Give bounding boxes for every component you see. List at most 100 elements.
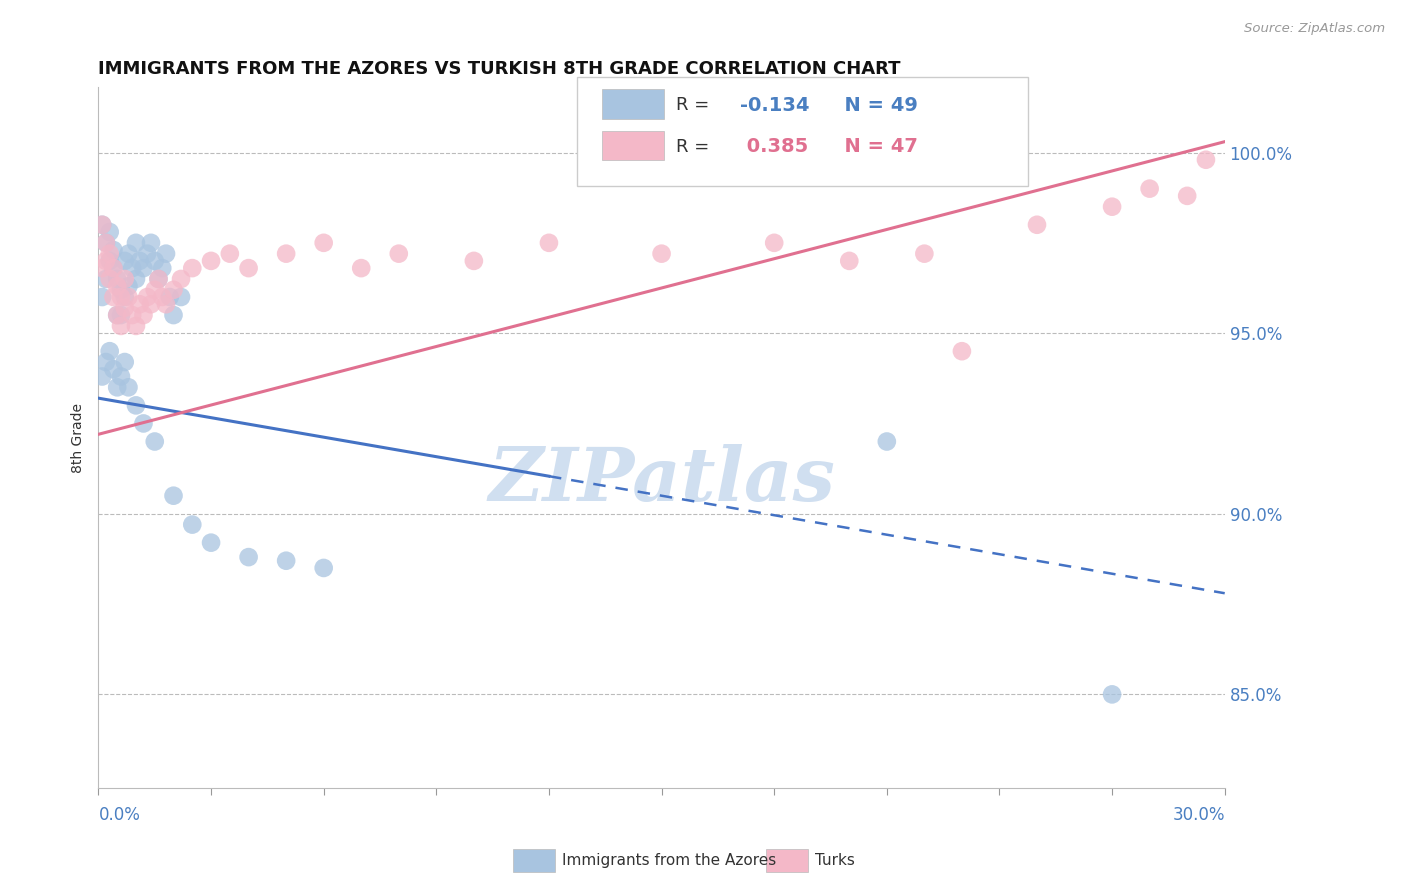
Point bbox=[125, 398, 148, 412]
Point bbox=[125, 272, 148, 286]
Point bbox=[91, 218, 114, 232]
Point bbox=[105, 279, 128, 293]
Point bbox=[200, 535, 222, 549]
Point bbox=[94, 235, 117, 250]
Text: R =: R = bbox=[676, 96, 716, 114]
FancyBboxPatch shape bbox=[576, 77, 1028, 186]
Point bbox=[162, 283, 184, 297]
Point bbox=[150, 261, 173, 276]
Point bbox=[312, 561, 335, 575]
Point bbox=[98, 344, 121, 359]
Point bbox=[1175, 189, 1198, 203]
Point bbox=[155, 246, 177, 260]
Text: N = 49: N = 49 bbox=[831, 95, 917, 115]
Point bbox=[238, 550, 260, 565]
Point bbox=[238, 261, 260, 276]
Point bbox=[114, 290, 136, 304]
Point bbox=[912, 246, 935, 260]
Y-axis label: 8th Grade: 8th Grade bbox=[72, 403, 86, 473]
FancyBboxPatch shape bbox=[602, 89, 664, 119]
Point bbox=[94, 235, 117, 250]
Point bbox=[94, 253, 117, 268]
Point bbox=[91, 261, 114, 276]
Point bbox=[117, 380, 139, 394]
Point bbox=[98, 272, 121, 286]
Text: ZIPatlas: ZIPatlas bbox=[488, 443, 835, 516]
Point bbox=[114, 272, 136, 286]
Point bbox=[950, 344, 973, 359]
Text: 0.385: 0.385 bbox=[741, 137, 808, 156]
Point bbox=[94, 355, 117, 369]
Point bbox=[125, 235, 148, 250]
Point bbox=[132, 417, 155, 431]
Point bbox=[388, 246, 411, 260]
Point bbox=[876, 434, 898, 449]
Point bbox=[105, 380, 128, 394]
Point bbox=[276, 554, 298, 568]
Point bbox=[139, 235, 162, 250]
Point bbox=[103, 261, 125, 276]
Point bbox=[105, 308, 128, 322]
Text: Immigrants from the Azores: Immigrants from the Azores bbox=[562, 854, 776, 868]
Point bbox=[1101, 200, 1123, 214]
Text: 30.0%: 30.0% bbox=[1173, 805, 1225, 824]
Point bbox=[98, 246, 121, 260]
Point bbox=[94, 272, 117, 286]
Point bbox=[110, 290, 132, 304]
Point bbox=[463, 253, 485, 268]
Point bbox=[103, 290, 125, 304]
Point bbox=[98, 225, 121, 239]
Point bbox=[148, 272, 170, 286]
Point bbox=[114, 301, 136, 315]
Point bbox=[91, 218, 114, 232]
Point bbox=[121, 261, 143, 276]
Point bbox=[312, 235, 335, 250]
Point bbox=[128, 297, 150, 311]
Point bbox=[181, 261, 204, 276]
Point bbox=[110, 369, 132, 384]
Point bbox=[143, 434, 166, 449]
Point bbox=[1139, 181, 1161, 195]
Point bbox=[132, 308, 155, 322]
FancyBboxPatch shape bbox=[602, 131, 664, 161]
Point bbox=[218, 246, 240, 260]
Point bbox=[91, 369, 114, 384]
Point bbox=[651, 246, 673, 260]
Point bbox=[132, 261, 155, 276]
Point bbox=[162, 489, 184, 503]
Point bbox=[148, 272, 170, 286]
Point bbox=[117, 279, 139, 293]
Text: R =: R = bbox=[676, 138, 716, 156]
Point bbox=[114, 253, 136, 268]
Point bbox=[98, 253, 121, 268]
Point bbox=[170, 290, 193, 304]
Point bbox=[105, 308, 128, 322]
Point bbox=[103, 243, 125, 257]
Point bbox=[121, 308, 143, 322]
Text: Turks: Turks bbox=[815, 854, 855, 868]
Text: Source: ZipAtlas.com: Source: ZipAtlas.com bbox=[1244, 22, 1385, 36]
Point bbox=[159, 290, 181, 304]
Point bbox=[276, 246, 298, 260]
Point bbox=[128, 253, 150, 268]
Point bbox=[838, 253, 860, 268]
Point bbox=[117, 290, 139, 304]
Point bbox=[1026, 218, 1049, 232]
Point bbox=[1195, 153, 1218, 167]
Point bbox=[537, 235, 560, 250]
Point bbox=[763, 235, 786, 250]
Point bbox=[114, 355, 136, 369]
Point bbox=[181, 517, 204, 532]
Point bbox=[170, 272, 193, 286]
Point bbox=[105, 272, 128, 286]
Point bbox=[350, 261, 373, 276]
Point bbox=[1101, 687, 1123, 701]
Point bbox=[117, 246, 139, 260]
Point bbox=[200, 253, 222, 268]
Text: N = 47: N = 47 bbox=[831, 137, 917, 156]
Text: 0.0%: 0.0% bbox=[98, 805, 141, 824]
Point bbox=[103, 362, 125, 376]
Point bbox=[155, 297, 177, 311]
Point bbox=[136, 290, 159, 304]
Point bbox=[162, 308, 184, 322]
